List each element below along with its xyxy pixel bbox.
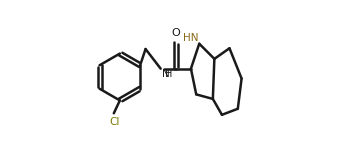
Text: HN: HN	[183, 33, 198, 43]
Text: O: O	[171, 28, 180, 38]
Text: N: N	[162, 69, 169, 79]
Text: H: H	[165, 69, 172, 79]
Text: Cl: Cl	[110, 117, 120, 127]
